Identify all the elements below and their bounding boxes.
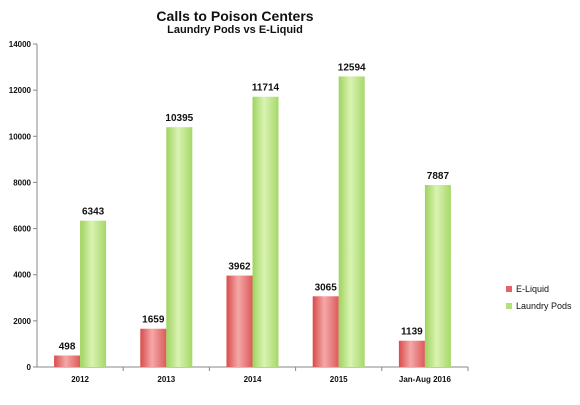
y-tick-label: 12000: [9, 86, 32, 95]
data-label: 1659: [142, 315, 165, 326]
legend-item-laundry-pods: Laundry Pods: [506, 301, 572, 311]
bar-e-liquid-2014: [226, 275, 253, 367]
data-label: 11714: [252, 83, 280, 94]
legend-label-laundry-pods: Laundry Pods: [516, 301, 572, 311]
bar-e-liquid-2015: [312, 296, 339, 367]
bar-laundry-pods-2012: [80, 220, 107, 367]
y-tick-label: 2000: [13, 317, 31, 326]
bar-laundry-pods-2014: [252, 96, 279, 368]
bar-laundry-pods-2013: [166, 127, 193, 367]
data-label: 6343: [82, 207, 105, 218]
data-label: 1139: [401, 327, 423, 338]
data-label: 3065: [315, 282, 338, 293]
bar-laundry-pods-jan-aug-2016: [424, 185, 451, 367]
bar-e-liquid-2013: [140, 328, 167, 367]
chart-subtitle: Laundry Pods vs E-Liquid: [167, 24, 303, 36]
x-tick-label: 2015: [330, 375, 348, 384]
legend-item-e-liquid: E-Liquid: [506, 284, 549, 294]
legend-label-e-liquid: E-Liquid: [516, 284, 550, 294]
y-tick-label: 14000: [9, 40, 32, 49]
data-label: 7887: [427, 171, 450, 182]
x-tick-label: Jan-Aug 2016: [399, 375, 452, 384]
x-tick-label: 2012: [71, 375, 89, 384]
bar-laundry-pods-2015: [338, 76, 365, 368]
y-tick-label: 6000: [13, 225, 31, 234]
bar-e-liquid-2012: [54, 355, 81, 367]
bar-e-liquid-jan-aug-2016: [398, 340, 425, 367]
data-label: 12594: [338, 62, 366, 73]
x-tick-label: 2013: [157, 375, 175, 384]
legend-swatch-e-liquid: [506, 286, 512, 292]
x-tick-label: 2014: [244, 375, 262, 384]
legend-swatch-laundry-pods: [506, 303, 512, 309]
data-label: 498: [59, 342, 76, 353]
y-tick-label: 0: [27, 363, 32, 372]
data-label: 10395: [165, 113, 193, 124]
y-tick-label: 8000: [13, 178, 31, 187]
data-label: 3962: [228, 262, 251, 273]
chart-title: Calls to Poison Centers: [156, 8, 314, 24]
y-tick-label: 4000: [13, 271, 31, 280]
y-tick-label: 10000: [9, 132, 32, 141]
